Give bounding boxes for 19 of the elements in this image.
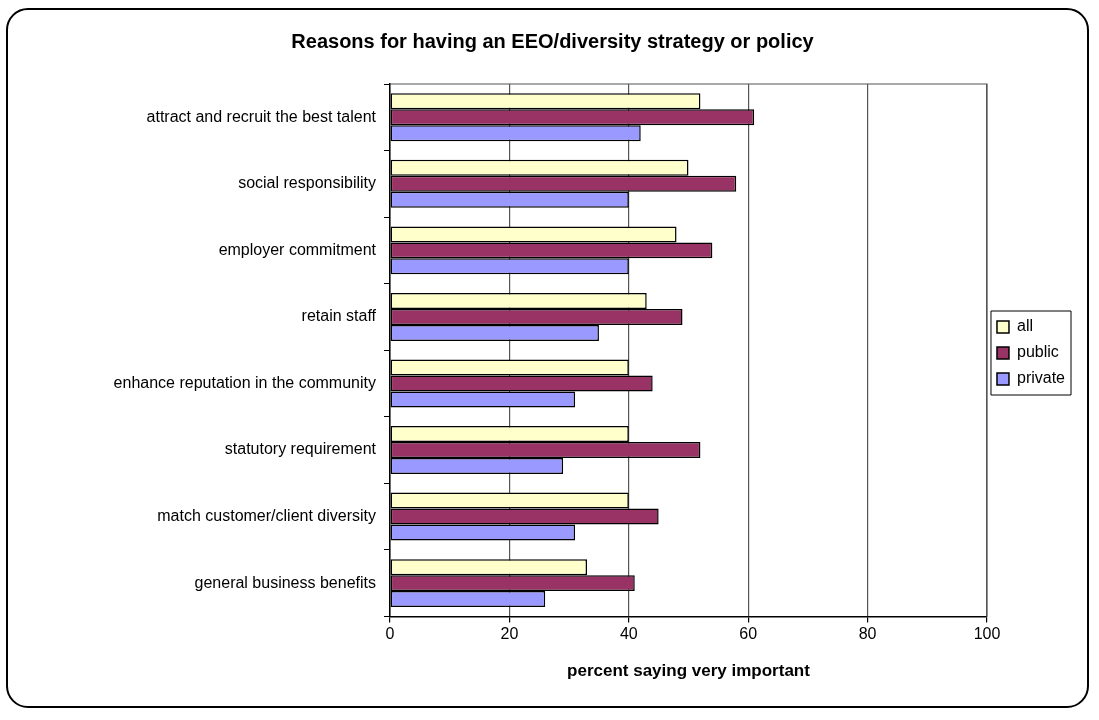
x-tick-label: 60 (739, 625, 758, 643)
x-tick-label: 80 (858, 625, 877, 643)
y-tick-label: retain staff (301, 307, 377, 325)
y-tick-label: enhance reputation in the community (113, 373, 376, 391)
y-tick-label: statutory requirement (224, 440, 377, 458)
y-tick-label: general business benefits (194, 573, 376, 591)
legend-label: public (1016, 343, 1059, 361)
y-tick-label: social responsibility (238, 174, 376, 192)
legend-label: private (1016, 369, 1066, 387)
y-tick-label: attract and recruit the best talent (146, 107, 377, 125)
y-tick-label: employer commitment (218, 240, 377, 258)
legend-label: all (1016, 317, 1033, 335)
chart-title: Reasons for having an EEO/diversity strategy or policy (291, 29, 815, 52)
x-axis-title: percent saying very important (567, 661, 811, 681)
x-tick-label: 40 (619, 625, 638, 643)
x-tick-label: 0 (385, 625, 395, 643)
x-tick-label: 20 (500, 625, 519, 643)
x-tick-label: 100 (973, 625, 1001, 643)
y-tick-label: match customer/client diversity (157, 506, 376, 524)
